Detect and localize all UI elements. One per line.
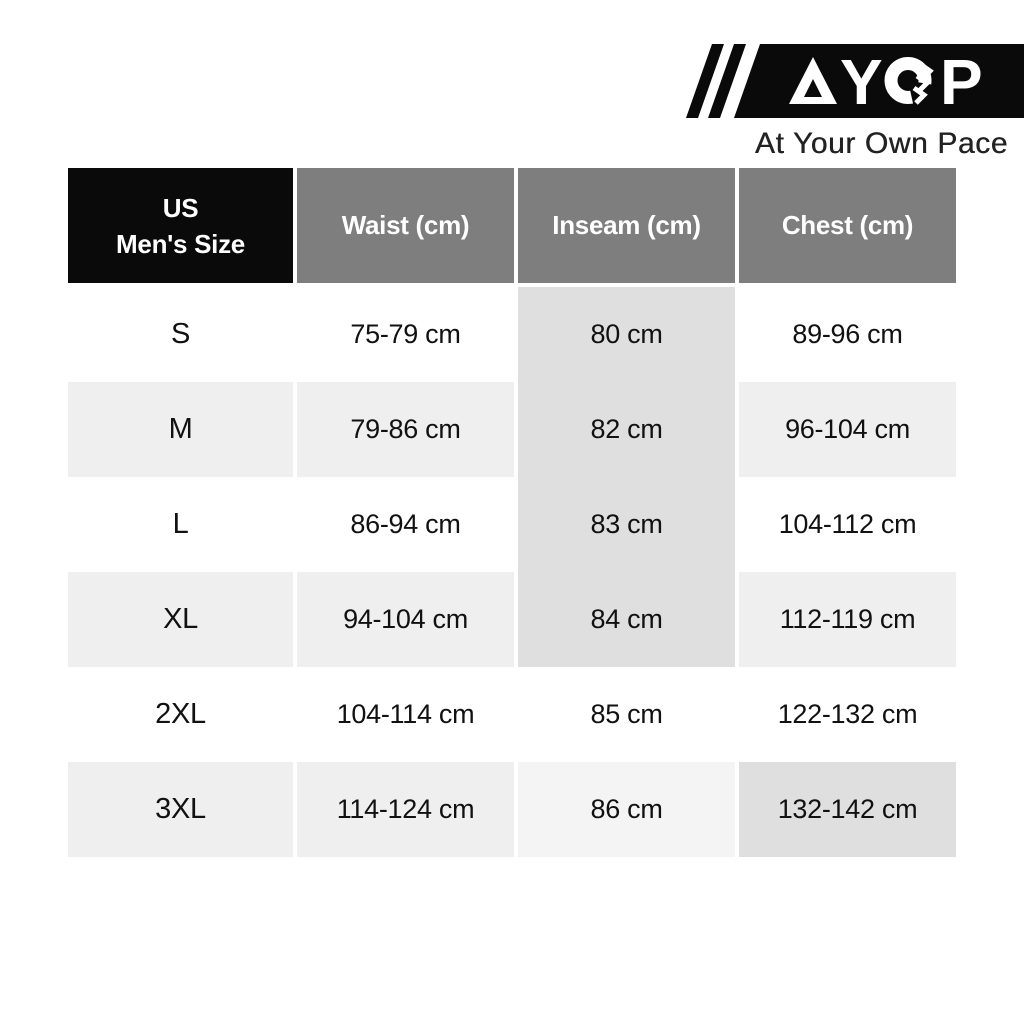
chest-cell: 96-104 cm	[739, 382, 956, 477]
header-waist: Waist (cm)	[297, 168, 514, 283]
header-size-line1: US	[162, 192, 199, 223]
logo-letter-p: P	[940, 46, 983, 118]
diagonal-stripe-icon	[686, 44, 724, 118]
size-chart-table: US Men's Size Waist (cm) Inseam (cm) Che…	[68, 168, 956, 857]
table-header-row: US Men's Size Waist (cm) Inseam (cm) Che…	[68, 168, 956, 283]
size-cell: XL	[68, 572, 293, 667]
chest-cell: 112-119 cm	[739, 572, 956, 667]
header-size-line2: Men's Size	[116, 228, 245, 259]
triple-chevron-icon	[912, 61, 934, 105]
header-inseam: Inseam (cm)	[518, 168, 735, 283]
size-cell: 2XL	[68, 667, 293, 762]
waist-cell: 75-79 cm	[297, 287, 514, 382]
waist-cell: 94-104 cm	[297, 572, 514, 667]
logo-letter-y: Y	[840, 46, 883, 118]
size-cell: 3XL	[68, 762, 293, 857]
inseam-cell: 82 cm	[518, 382, 735, 477]
waist-cell: 86-94 cm	[297, 477, 514, 572]
inseam-cell: 80 cm	[518, 287, 735, 382]
chest-cell: 132-142 cm	[739, 762, 956, 857]
brand-tagline: At Your Own Pace	[754, 127, 1008, 160]
chest-cell: 89-96 cm	[739, 287, 956, 382]
size-cell: M	[68, 382, 293, 477]
header-chest: Chest (cm)	[739, 168, 956, 283]
chest-cell: 122-132 cm	[739, 667, 956, 762]
size-cell: S	[68, 287, 293, 382]
inseam-cell: 83 cm	[518, 477, 735, 572]
brand-logo: Y P	[684, 42, 1024, 120]
ayop-logo-graphic: Y P	[686, 44, 1024, 118]
diagonal-stripe-icon	[708, 44, 746, 118]
waist-cell: 79-86 cm	[297, 382, 514, 477]
size-cell: L	[68, 477, 293, 572]
inseam-cell: 85 cm	[518, 667, 735, 762]
inseam-cell: 84 cm	[518, 572, 735, 667]
waist-cell: 104-114 cm	[297, 667, 514, 762]
waist-cell: 114-124 cm	[297, 762, 514, 857]
chest-cell: 104-112 cm	[739, 477, 956, 572]
header-size: US Men's Size	[68, 168, 293, 283]
table-body: S 75-79 cm 80 cm 89-96 cm M 79-86 cm 82 …	[68, 287, 956, 857]
logo-letter-a	[789, 57, 837, 104]
inseam-cell: 86 cm	[518, 762, 735, 857]
